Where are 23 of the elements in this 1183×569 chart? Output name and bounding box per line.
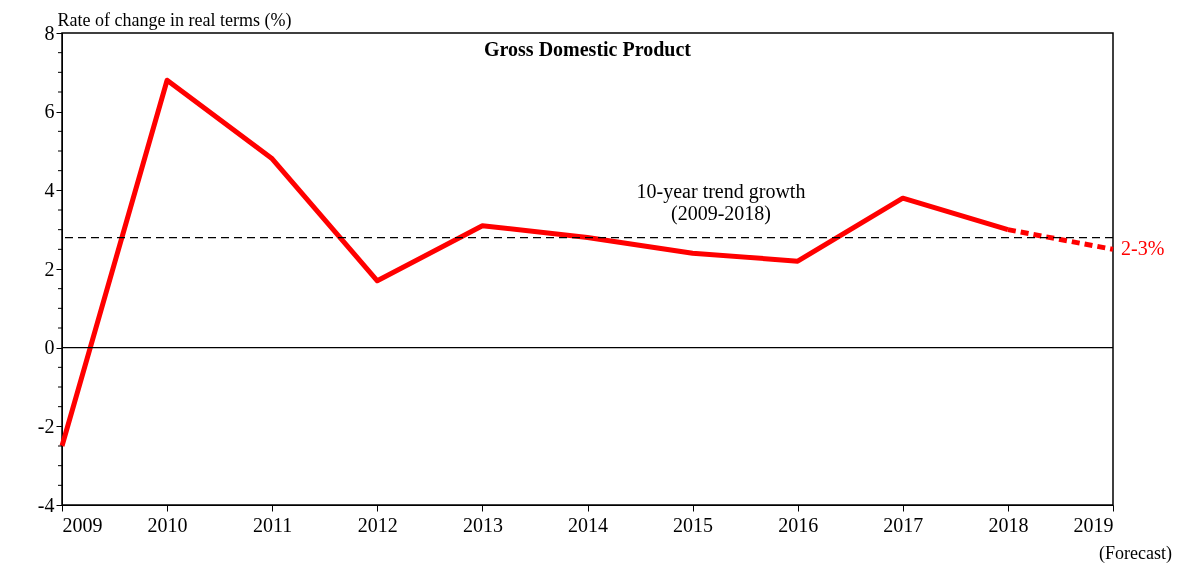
x-tick-label: 2016: [778, 513, 819, 536]
x-tick-label: 2018: [988, 513, 1029, 536]
y-tick-label: -2: [37, 414, 55, 437]
chart-title: Gross Domestic Product: [483, 38, 692, 60]
y-tick-label: 0: [44, 336, 55, 359]
text: (Forecast): [1099, 543, 1172, 564]
x-tick-label: 2014: [568, 513, 608, 536]
x-tick-label: 2011: [253, 513, 293, 536]
x-tick-label: 2013: [462, 513, 503, 536]
x-tick-label: 2017: [883, 513, 924, 536]
x-tick-label: 2015: [673, 513, 714, 536]
y-tick-label: 2: [44, 257, 55, 280]
y-tick-label: 6: [44, 100, 55, 123]
y-tick-label: 4: [44, 178, 55, 201]
x-tick-label: 2010: [147, 513, 188, 536]
y-tick-label: -4: [37, 493, 55, 516]
y-axis-title: Rate of change in real terms (%): [57, 9, 292, 31]
x-tick-label: 2009: [62, 513, 103, 536]
y-tick-label: 8: [44, 21, 55, 44]
ref-line-label: 10-year trend growth (2009-2018): [636, 179, 806, 225]
x-tick-label: 2019: [1073, 513, 1114, 536]
x-tick-label: 2012: [357, 513, 398, 536]
series-label: 2-3%: [1121, 237, 1165, 260]
